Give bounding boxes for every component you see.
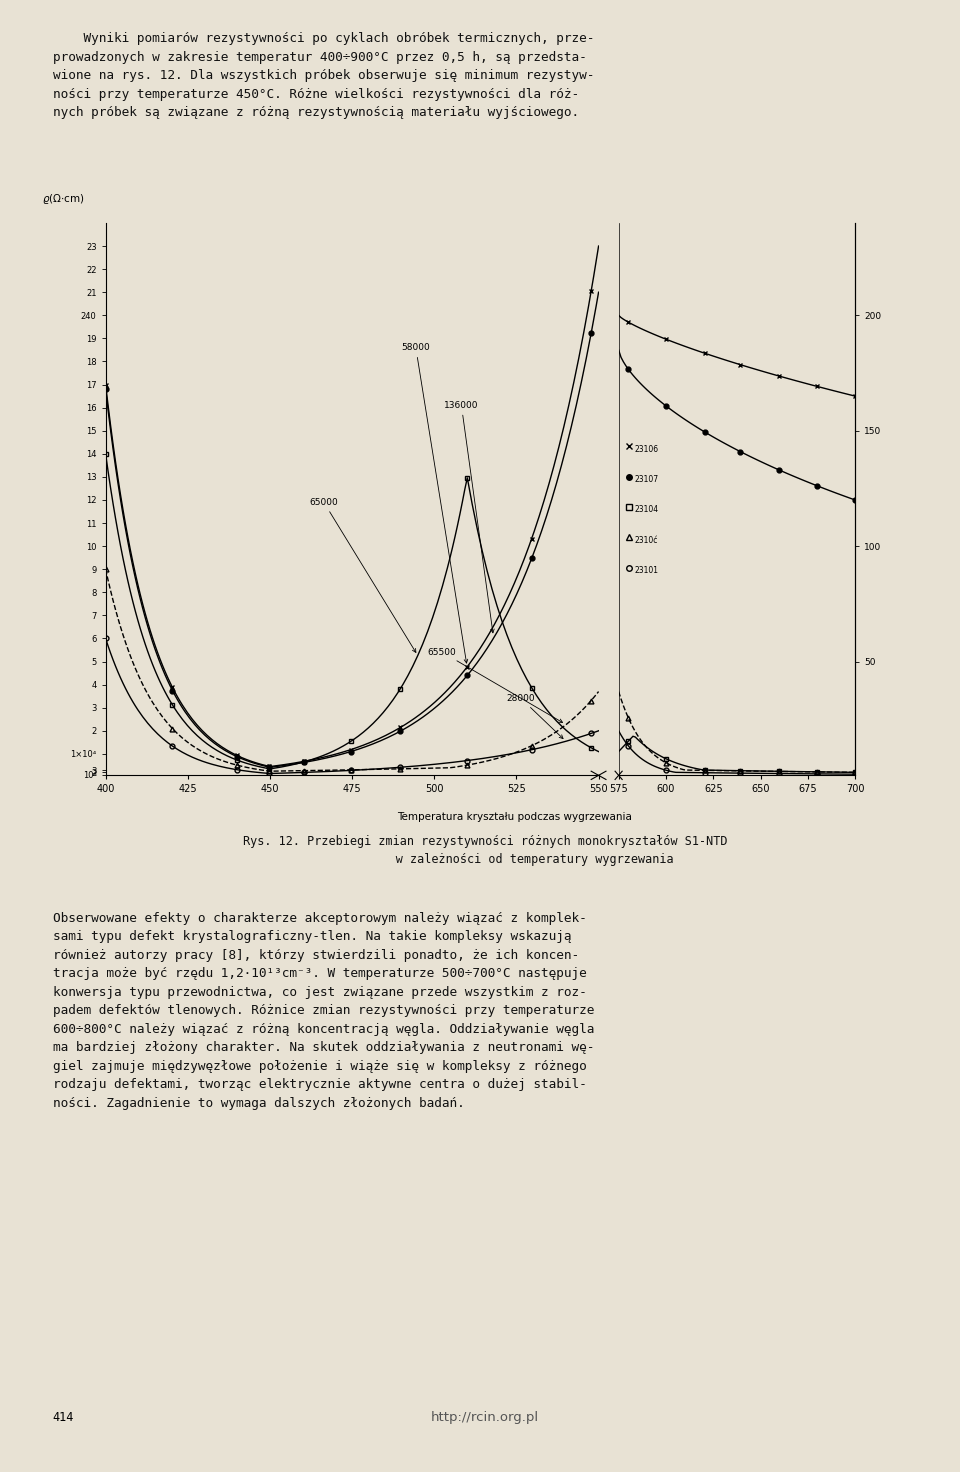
Text: 28000: 28000 <box>507 693 563 739</box>
Text: 65000: 65000 <box>309 498 416 652</box>
Text: 414: 414 <box>53 1412 74 1423</box>
Text: 2310ć: 2310ć <box>635 536 659 545</box>
Text: 58000: 58000 <box>401 343 468 662</box>
Text: Obserwowane efekty o charakterze akceptorowym należy wiązać z komplek-
sami typu: Obserwowane efekty o charakterze akcepto… <box>53 913 594 1110</box>
Text: 23104: 23104 <box>635 505 660 514</box>
Text: 23107: 23107 <box>635 475 660 484</box>
Text: http://rcin.org.pl: http://rcin.org.pl <box>431 1412 539 1423</box>
Text: 136000: 136000 <box>444 400 494 633</box>
Text: 23101: 23101 <box>635 567 659 576</box>
Text: Temperatura kryształu podczas wygrzewania: Temperatura kryształu podczas wygrzewani… <box>396 813 632 823</box>
Text: Wyniki pomiarów rezystywności po cyklach obróbek termicznych, prze-
prowadzonych: Wyniki pomiarów rezystywności po cyklach… <box>53 32 594 119</box>
Text: 65500: 65500 <box>428 648 563 723</box>
Text: $\varrho$($\Omega{\cdot}$cm): $\varrho$($\Omega{\cdot}$cm) <box>41 193 84 206</box>
Text: Rys. 12. Przebiegi zmian rezystywności różnych monokryształów S1-NTD
           : Rys. 12. Przebiegi zmian rezystywności r… <box>243 835 727 867</box>
Text: 23106: 23106 <box>635 445 660 453</box>
